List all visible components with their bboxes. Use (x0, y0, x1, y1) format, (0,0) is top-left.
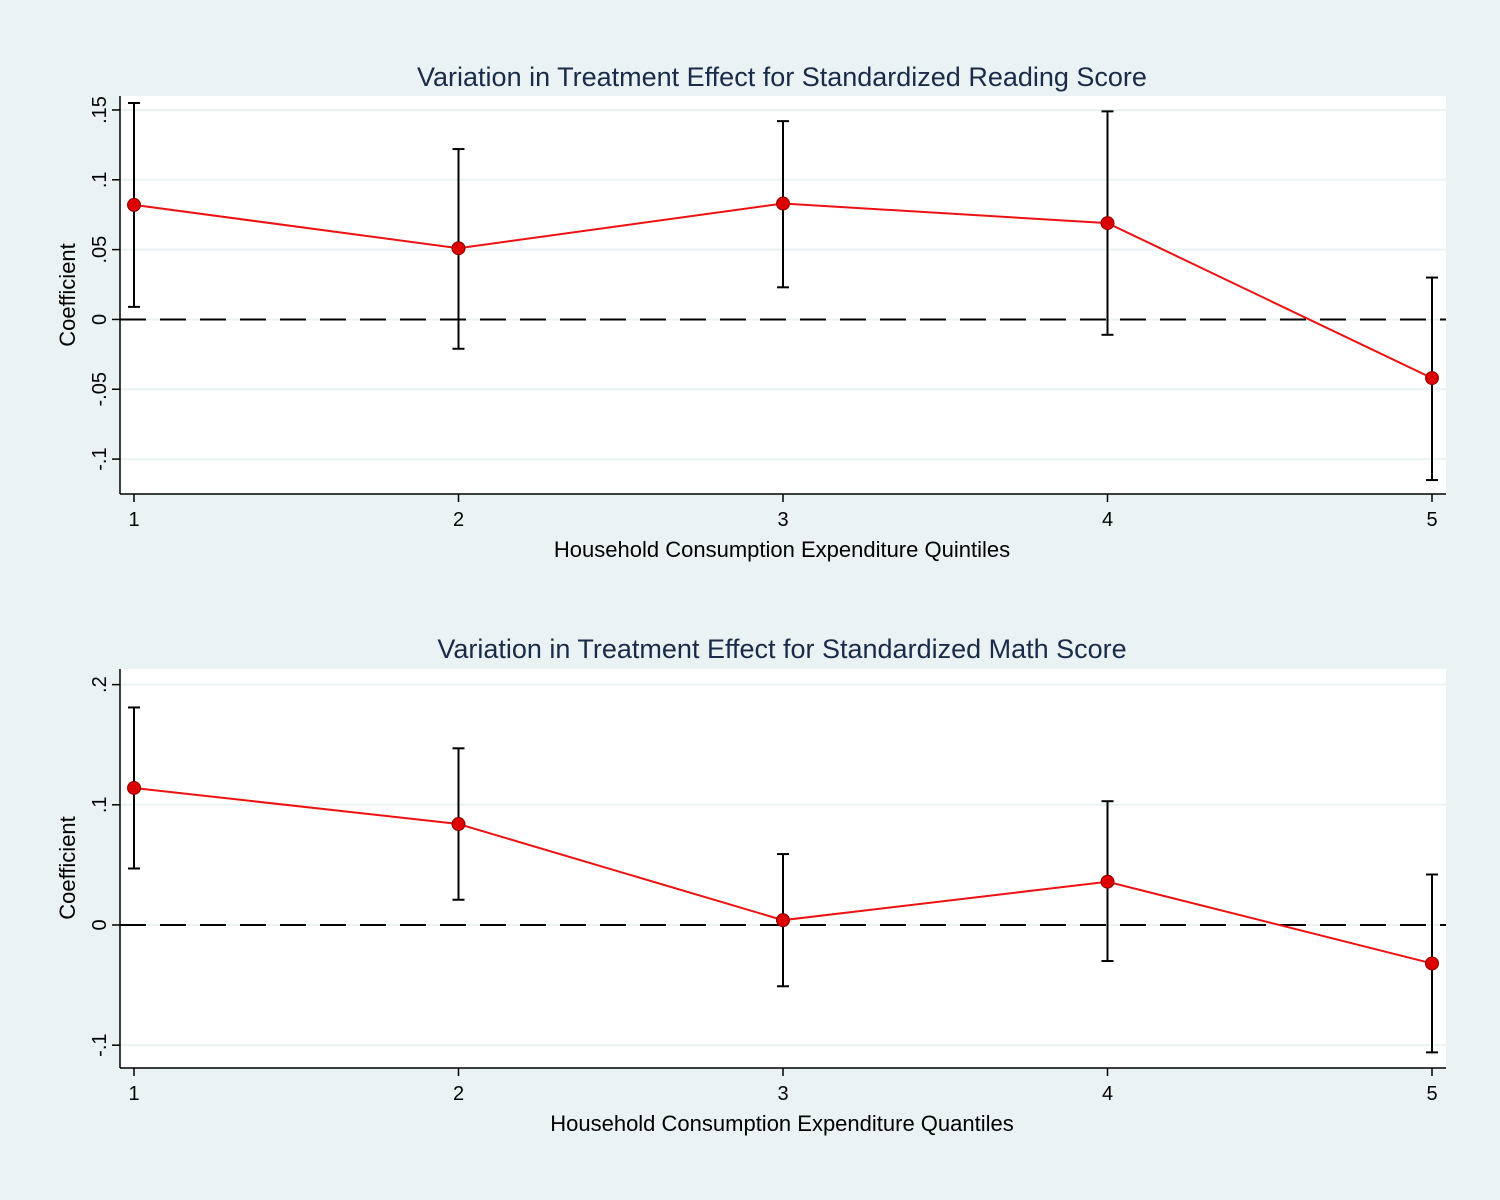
reading-y-tick-label: -.1 (89, 447, 111, 470)
math-ticks: -.1 0 .1 .2 1 2 3 4 5 (89, 676, 1438, 1105)
reading-x-tick-label: 1 (128, 509, 139, 531)
reading-data-point (451, 241, 466, 256)
reading-data-point (776, 196, 790, 211)
reading-y-axis-label: Coefficient (55, 243, 80, 347)
reading-x-axis-label: Household Consumption Expenditure Quinti… (554, 537, 1010, 562)
math-y-tick-label: .2 (89, 676, 111, 693)
math-x-axis-label: Household Consumption Expenditure Quanti… (550, 1111, 1014, 1136)
math-x-tick-label: 4 (1102, 1083, 1113, 1105)
math-data-point (1100, 874, 1115, 889)
reading-y-tick-label: .1 (89, 171, 111, 188)
math-x-tick-label: 2 (453, 1083, 464, 1105)
reading-markers (127, 196, 1439, 386)
reading-ticks: -.1 -.05 0 .05 .1 .15 1 2 3 4 5 (89, 96, 1438, 531)
reading-y-tick-label: .15 (89, 96, 111, 124)
reading-x-tick-label: 5 (1426, 509, 1437, 531)
reading-x-tick-label: 3 (777, 509, 788, 531)
math-data-point (127, 780, 141, 795)
reading-y-tick-label: -.05 (89, 372, 111, 406)
math-chart-title: Variation in Treatment Effect for Standa… (437, 634, 1126, 664)
reading-x-tick-label: 2 (453, 509, 464, 531)
math-data-point (1425, 956, 1439, 971)
reading-data-point (127, 197, 141, 212)
reading-x-tick-label: 4 (1102, 509, 1113, 531)
math-x-tick-label: 1 (128, 1083, 139, 1105)
math-y-tick-label: -.1 (89, 1033, 111, 1056)
reading-data-point (1425, 371, 1439, 386)
reading-chart-title: Variation in Treatment Effect for Standa… (417, 62, 1147, 92)
math-data-point (451, 817, 466, 832)
reading-y-tick-label: 0 (89, 314, 111, 325)
math-y-tick-label: 0 (89, 919, 111, 930)
reading-data-point (1100, 216, 1115, 231)
math-markers (127, 780, 1439, 971)
math-x-tick-label: 5 (1426, 1083, 1437, 1105)
math-y-axis-label: Coefficient (55, 816, 80, 920)
math-y-tick-label: .1 (89, 796, 111, 813)
reading-score-panel: Variation in Treatment Effect for Standa… (55, 62, 1446, 562)
math-data-point (776, 913, 790, 928)
math-x-tick-label: 3 (777, 1083, 788, 1105)
math-score-panel: Variation in Treatment Effect for Standa… (55, 634, 1446, 1136)
reading-y-tick-label: .05 (89, 236, 111, 264)
